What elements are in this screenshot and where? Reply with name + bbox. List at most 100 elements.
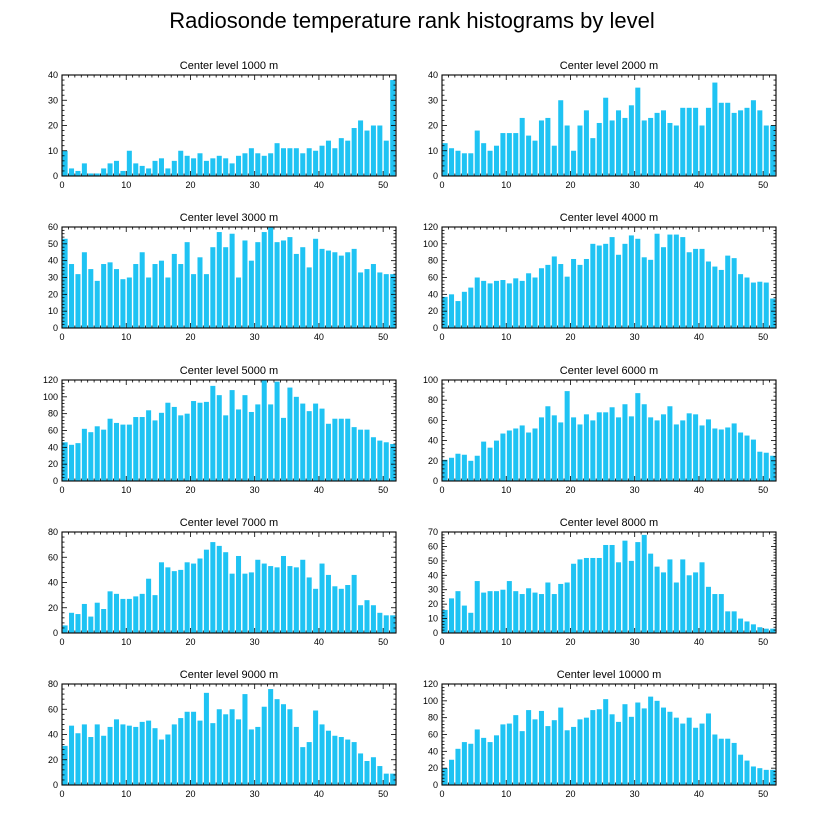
histogram-bar — [107, 262, 113, 328]
histogram-bar — [564, 276, 570, 328]
y-tick-label: 120 — [423, 679, 438, 689]
histogram-bar — [506, 430, 512, 481]
histogram-bar — [757, 110, 763, 176]
histogram-bar — [293, 253, 299, 328]
x-tick-label: 0 — [59, 789, 64, 799]
histogram-bar — [551, 256, 557, 328]
y-tick-label: 0 — [433, 780, 438, 790]
x-tick-label: 10 — [501, 789, 511, 799]
y-tick-label: 0 — [433, 476, 438, 486]
histogram-bar — [370, 437, 376, 481]
x-tick-label: 20 — [565, 789, 575, 799]
histogram-bar — [101, 609, 107, 633]
histogram-bar — [583, 414, 589, 481]
x-tick-label: 40 — [314, 789, 324, 799]
histogram-bar — [338, 138, 344, 177]
histogram-bar — [287, 237, 293, 328]
histogram-bar — [280, 417, 286, 482]
y-tick-label: 0 — [433, 171, 438, 181]
histogram-bar — [158, 260, 164, 328]
histogram-bar — [280, 555, 286, 633]
panel-title: Center level 1000 m — [180, 60, 278, 72]
x-tick-label: 0 — [59, 485, 64, 495]
x-tick-label: 40 — [314, 637, 324, 647]
histogram-bar — [493, 591, 499, 633]
histogram-bar — [519, 425, 525, 481]
histogram-bar — [583, 258, 589, 328]
histogram-bar — [487, 283, 493, 328]
histogram-bar — [583, 717, 589, 785]
histogram-bar — [493, 440, 499, 481]
histogram-bar — [216, 545, 222, 633]
histogram-bar — [120, 598, 126, 633]
histogram-bar — [693, 727, 699, 785]
histogram-bar — [377, 612, 383, 633]
histogram-bar — [519, 594, 525, 633]
y-tick-label: 0 — [53, 476, 58, 486]
x-tick-label: 20 — [185, 485, 195, 495]
histogram-bar — [648, 259, 654, 328]
histogram-bar — [165, 567, 171, 633]
histogram-bar — [571, 563, 577, 633]
histogram-bar — [680, 723, 686, 785]
histogram-bar — [139, 165, 145, 176]
histogram-bar — [184, 711, 190, 785]
histogram-bar — [261, 563, 267, 633]
histogram-bar — [69, 725, 75, 785]
histogram-bar — [313, 710, 319, 785]
histogram-bar — [300, 247, 306, 328]
histogram-bar — [325, 140, 331, 176]
y-tick-label: 70 — [428, 527, 438, 537]
histogram-bar — [461, 605, 467, 633]
y-tick-label: 80 — [48, 679, 58, 689]
histogram-bar — [628, 416, 634, 481]
histogram-bar — [191, 158, 197, 176]
histogram-bar — [210, 385, 216, 481]
histogram-bar — [622, 540, 628, 633]
histogram-bar — [731, 611, 737, 633]
histogram-bar — [242, 694, 248, 785]
histogram-bar — [248, 411, 254, 481]
histogram-bar — [635, 542, 641, 633]
histogram-bar — [197, 402, 203, 481]
histogram-bar — [81, 163, 87, 177]
histogram-bar — [545, 726, 551, 785]
histogram-bar — [673, 582, 679, 633]
histogram-bar — [178, 415, 184, 481]
histogram-bar — [474, 581, 480, 633]
histogram-bar — [184, 562, 190, 633]
histogram-bar — [184, 413, 190, 481]
histogram-bar — [673, 717, 679, 785]
y-tick-label: 60 — [428, 730, 438, 740]
panel-8: Center level 8000 m 0 10 20 30 40 50 0 10 20 30 40 5… — [428, 517, 777, 647]
histogram-bar — [191, 401, 197, 481]
y-tick-label: 20 — [428, 306, 438, 316]
histogram-bar — [223, 158, 229, 176]
histogram-bar — [744, 107, 750, 176]
histogram-bar — [300, 153, 306, 176]
histogram-bar — [280, 704, 286, 785]
histogram-bar — [635, 238, 641, 328]
histogram-bar — [351, 248, 357, 328]
histogram-bar — [648, 117, 654, 176]
histogram-bar — [358, 753, 364, 785]
histogram-bar — [139, 252, 145, 328]
y-tick-label: 100 — [423, 375, 438, 385]
histogram-bar — [216, 232, 222, 328]
panel-9: Center level 9000 m 0 10 20 30 40 50 0 20 40 60 80 — [48, 669, 397, 799]
histogram-bar — [667, 559, 673, 633]
histogram-bar — [680, 559, 686, 633]
panel-10: Center level 10000 m 0 10 20 30 40 50 0 20 40 60 80… — [423, 669, 777, 799]
y-tick-label: 40 — [428, 70, 438, 80]
histogram-bar — [667, 711, 673, 785]
histogram-bar — [255, 153, 261, 176]
histogram-bar — [300, 747, 306, 786]
panel-6: Center level 6000 m 0 10 20 30 40 50 0 20 40 60 80 1… — [423, 365, 777, 495]
histogram-bar — [616, 417, 622, 481]
histogram-bar — [571, 726, 577, 785]
histogram-bar — [590, 243, 596, 328]
histogram-bar — [635, 87, 641, 177]
histogram-bar — [526, 432, 532, 481]
histogram-bar — [152, 264, 158, 328]
